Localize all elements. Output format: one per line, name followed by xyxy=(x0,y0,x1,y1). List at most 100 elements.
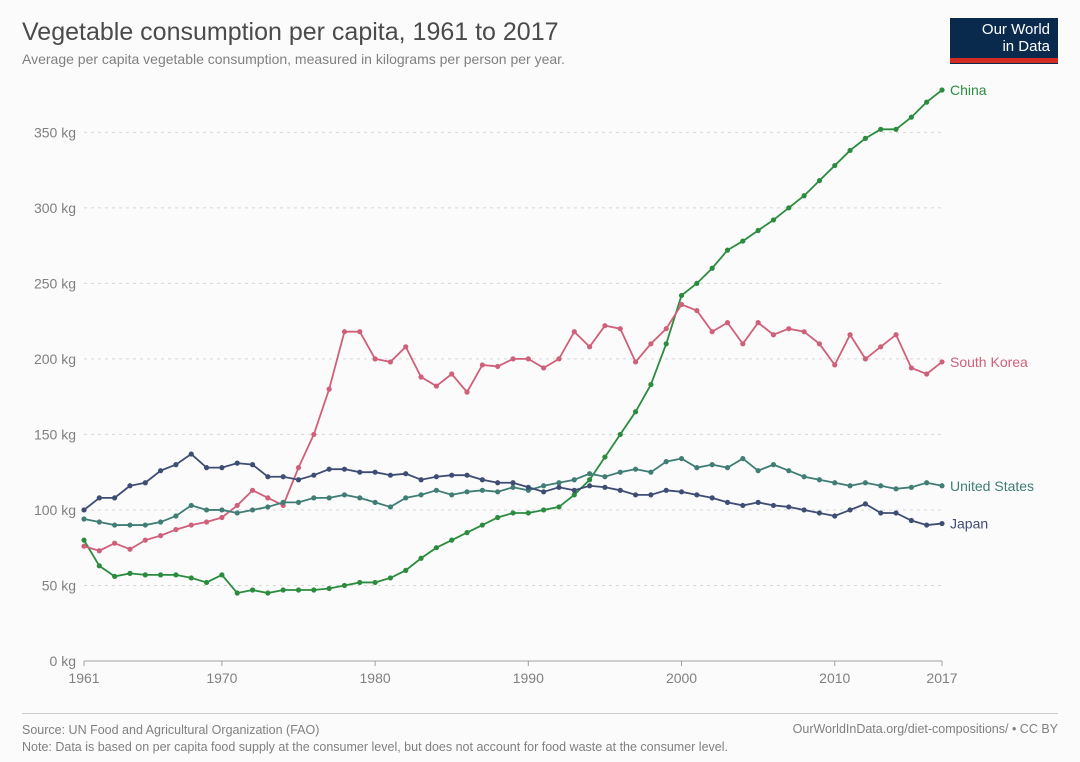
series-marker xyxy=(679,302,684,307)
series-marker xyxy=(740,341,745,346)
series-marker xyxy=(342,329,347,334)
series-marker xyxy=(296,587,301,592)
series-marker xyxy=(173,527,178,532)
series-marker xyxy=(832,163,837,168)
series-marker xyxy=(495,515,500,520)
series-marker xyxy=(173,462,178,467)
series-marker xyxy=(740,456,745,461)
series-marker xyxy=(786,468,791,473)
series-marker xyxy=(403,495,408,500)
footer-note: Note: Data is based on per capita food s… xyxy=(22,740,728,754)
series-marker xyxy=(403,344,408,349)
series-marker xyxy=(158,519,163,524)
x-axis-label: 1970 xyxy=(206,670,237,686)
series-marker xyxy=(909,518,914,523)
series-marker xyxy=(158,572,163,577)
series-marker xyxy=(648,470,653,475)
series-marker xyxy=(112,574,117,579)
series-marker xyxy=(786,326,791,331)
y-axis-label: 350 kg xyxy=(34,124,76,140)
series-marker xyxy=(434,383,439,388)
series-marker xyxy=(740,238,745,243)
series-marker xyxy=(235,461,240,466)
series-marker xyxy=(863,501,868,506)
series-marker xyxy=(357,470,362,475)
series-marker xyxy=(786,504,791,509)
series-marker xyxy=(893,510,898,515)
series-marker xyxy=(618,470,623,475)
series-marker xyxy=(694,281,699,286)
series-marker xyxy=(541,483,546,488)
series-marker xyxy=(418,556,423,561)
series-marker xyxy=(189,575,194,580)
series-marker xyxy=(480,522,485,527)
series-marker xyxy=(633,359,638,364)
series-marker xyxy=(449,371,454,376)
series-marker xyxy=(112,541,117,546)
owid-logo: Our World in Data xyxy=(950,18,1058,64)
chart-plot-area: 0 kg50 kg100 kg150 kg200 kg250 kg300 kg3… xyxy=(22,77,1058,707)
series-marker xyxy=(173,513,178,518)
series-marker xyxy=(572,488,577,493)
y-axis-label: 150 kg xyxy=(34,426,76,442)
series-marker xyxy=(863,136,868,141)
chart-container: Vegetable consumption per capita, 1961 t… xyxy=(0,0,1080,762)
series-marker xyxy=(464,489,469,494)
series-marker xyxy=(939,483,944,488)
series-line-china xyxy=(84,90,942,593)
series-marker xyxy=(602,474,607,479)
series-marker xyxy=(281,500,286,505)
series-marker xyxy=(449,473,454,478)
series-marker xyxy=(878,344,883,349)
x-axis-label: 2000 xyxy=(666,670,697,686)
x-axis-label: 1961 xyxy=(68,670,99,686)
series-marker xyxy=(327,495,332,500)
x-axis-label: 1980 xyxy=(360,670,391,686)
series-marker xyxy=(756,500,761,505)
series-marker xyxy=(204,580,209,585)
series-marker xyxy=(342,492,347,497)
series-marker xyxy=(648,382,653,387)
series-marker xyxy=(127,483,132,488)
y-axis-label: 300 kg xyxy=(34,200,76,216)
series-marker xyxy=(143,480,148,485)
series-marker xyxy=(97,519,102,524)
series-marker xyxy=(373,356,378,361)
series-marker xyxy=(924,100,929,105)
series-marker xyxy=(311,432,316,437)
series-marker xyxy=(863,480,868,485)
y-axis-label: 0 kg xyxy=(50,653,76,669)
series-marker xyxy=(939,87,944,92)
series-marker xyxy=(618,326,623,331)
series-marker xyxy=(127,547,132,552)
series-marker xyxy=(311,587,316,592)
series-marker xyxy=(756,320,761,325)
series-marker xyxy=(327,586,332,591)
series-marker xyxy=(510,510,515,515)
series-marker xyxy=(664,459,669,464)
series-marker xyxy=(204,519,209,524)
series-marker xyxy=(556,480,561,485)
series-marker xyxy=(710,495,715,500)
x-axis-label: 1990 xyxy=(513,670,544,686)
series-marker xyxy=(541,489,546,494)
series-marker xyxy=(679,489,684,494)
series-marker xyxy=(526,485,531,490)
series-marker xyxy=(648,341,653,346)
series-marker xyxy=(143,522,148,527)
series-marker xyxy=(939,521,944,526)
series-marker xyxy=(250,507,255,512)
series-marker xyxy=(296,500,301,505)
series-marker xyxy=(786,205,791,210)
series-marker xyxy=(327,467,332,472)
series-marker xyxy=(771,462,776,467)
series-label-south-korea: South Korea xyxy=(950,354,1028,370)
series-marker xyxy=(817,341,822,346)
y-axis-label: 200 kg xyxy=(34,351,76,367)
series-marker xyxy=(403,471,408,476)
series-marker xyxy=(235,590,240,595)
series-marker xyxy=(342,583,347,588)
series-marker xyxy=(756,228,761,233)
series-marker xyxy=(143,538,148,543)
series-marker xyxy=(909,485,914,490)
